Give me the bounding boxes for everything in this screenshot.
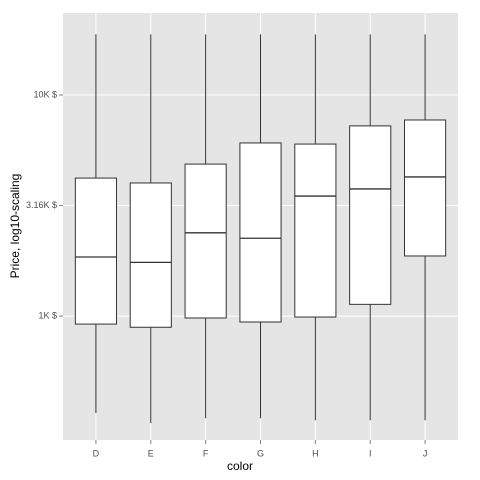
x-tick-label: J [423, 448, 428, 458]
y-tick-label: 1K $ [38, 310, 57, 320]
x-tick-label: E [148, 448, 154, 458]
box [129, 182, 172, 328]
x-tick-label: H [312, 448, 319, 458]
x-tick-label: G [257, 448, 264, 458]
x-tick-label: I [369, 448, 372, 458]
box [239, 142, 282, 323]
y-tick-label: 3.16K $ [26, 200, 57, 210]
box [184, 163, 227, 319]
x-axis-title: color [227, 459, 253, 473]
x-tick-label: D [93, 448, 100, 458]
box [349, 125, 392, 305]
box [404, 119, 447, 257]
box [294, 143, 337, 318]
y-tick-label: 10K $ [33, 89, 57, 99]
box [74, 177, 117, 325]
x-tick-label: F [203, 448, 209, 458]
y-axis-title: Price, log10-scaling [8, 174, 22, 279]
